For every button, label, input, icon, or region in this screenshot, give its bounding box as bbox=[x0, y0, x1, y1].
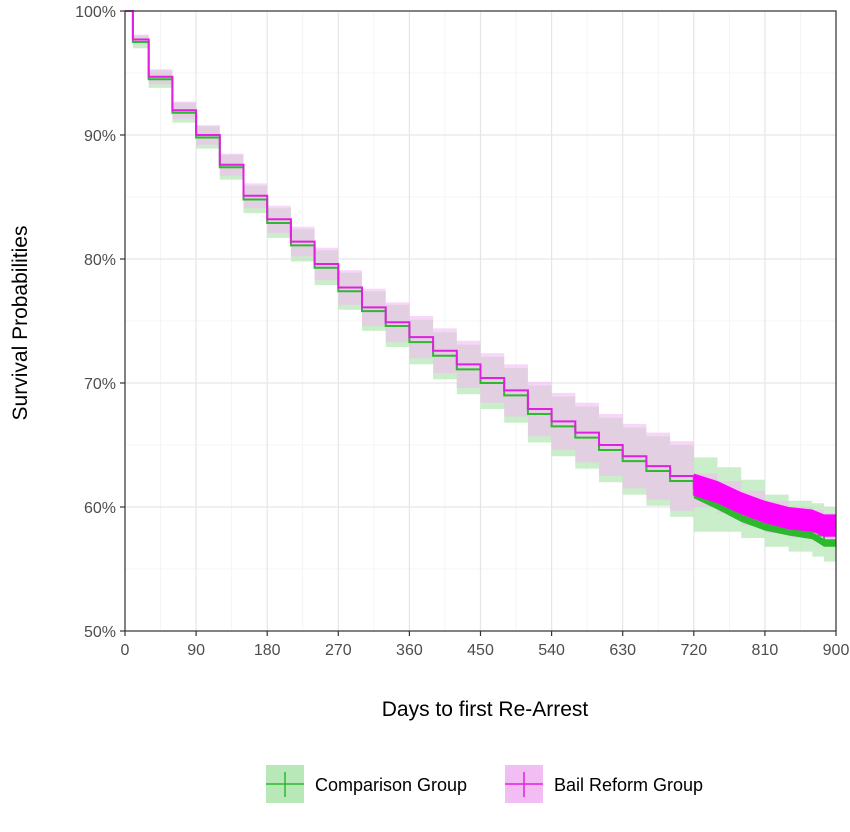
x-tick-label: 630 bbox=[609, 642, 636, 659]
survival-curves bbox=[125, 10, 836, 547]
x-axis-title: Days to first Re-Arrest bbox=[382, 698, 589, 721]
y-tick-label: 60% bbox=[84, 500, 116, 517]
censor-mark-region-bail-reform bbox=[693, 473, 836, 537]
y-tick-label: 90% bbox=[84, 128, 116, 145]
x-tick-label: 450 bbox=[467, 642, 494, 659]
x-tick-label: 0 bbox=[121, 642, 130, 659]
x-tick-label: 270 bbox=[325, 642, 352, 659]
y-axis: 50% 60% 70% 80% 90% 100% bbox=[75, 4, 125, 641]
legend-label-bail-reform: Bail Reform Group bbox=[554, 775, 703, 795]
legend: Comparison Group Bail Reform Group bbox=[266, 765, 703, 803]
x-tick-label: 90 bbox=[187, 642, 205, 659]
x-tick-label: 900 bbox=[823, 642, 850, 659]
x-tick-label: 540 bbox=[538, 642, 565, 659]
x-tick-label: 720 bbox=[680, 642, 707, 659]
y-tick-label: 70% bbox=[84, 376, 116, 393]
y-tick-label: 100% bbox=[75, 4, 116, 21]
legend-label-comparison: Comparison Group bbox=[315, 775, 467, 795]
censor-mark-region-comparison bbox=[693, 490, 836, 547]
x-tick-label: 180 bbox=[254, 642, 281, 659]
y-axis-title: Survival Probabilities bbox=[9, 226, 32, 421]
x-tick-label: 360 bbox=[396, 642, 423, 659]
y-tick-label: 50% bbox=[84, 624, 116, 641]
x-tick-label: 810 bbox=[752, 642, 779, 659]
y-tick-label: 80% bbox=[84, 252, 116, 269]
x-axis: 0 90 180 270 360 450 540 630 720 810 900 bbox=[121, 631, 850, 659]
legend-item-comparison: Comparison Group bbox=[266, 765, 467, 803]
confidence-band-1 bbox=[125, 11, 836, 546]
legend-item-bail-reform: Bail Reform Group bbox=[505, 765, 703, 803]
